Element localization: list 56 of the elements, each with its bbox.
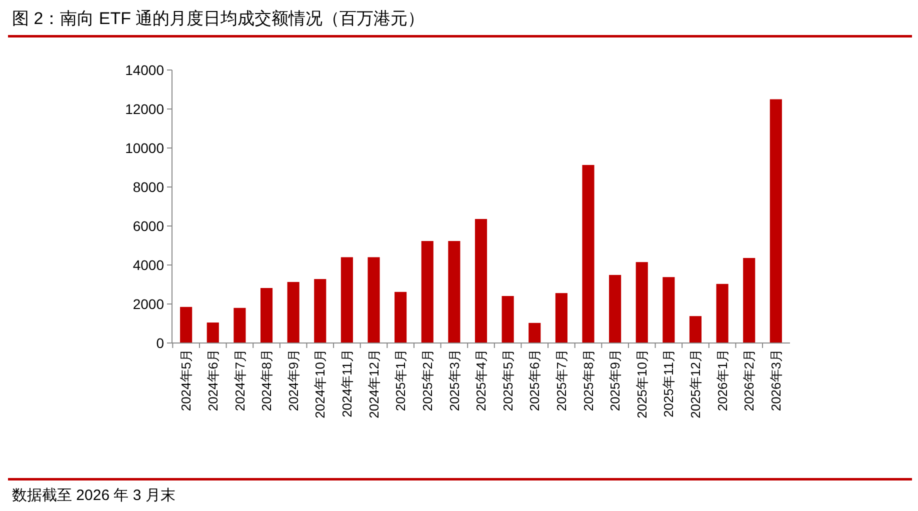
x-tick-label: 2025年9月 [608, 349, 623, 412]
bar [287, 282, 300, 343]
chart-title: 图 2：南向 ETF 通的月度日均成交额情况（百万港元） [12, 9, 425, 28]
x-tick-label: 2025年5月 [500, 349, 516, 412]
bar [582, 164, 594, 343]
bar [421, 241, 434, 343]
y-tick-label: 2000 [132, 296, 164, 312]
bar [502, 296, 514, 343]
bar [528, 322, 541, 343]
y-tick-label: 14000 [125, 62, 164, 78]
bar [394, 292, 407, 343]
bar [448, 241, 460, 343]
bar [180, 306, 192, 343]
y-tick-label: 0 [156, 334, 164, 351]
x-tick-label: 2026年1月 [714, 349, 730, 412]
x-tick-label: 2025年10月 [634, 349, 650, 418]
y-tick-label: 6000 [132, 218, 164, 234]
x-tick-label: 2025年7月 [554, 349, 569, 412]
y-tick-label: 10000 [125, 140, 164, 156]
text: 数据截至 2026 年 3 月末 [12, 487, 176, 504]
bar [474, 218, 488, 343]
x-tick-label: 2025年3月 [446, 349, 462, 412]
x-tick-label: 2025年6月 [527, 349, 542, 412]
bar [234, 308, 246, 343]
bar [260, 288, 273, 343]
x-tick-label: 2024年11月 [339, 349, 354, 418]
bar [743, 258, 756, 343]
y-tick-label: 12000 [125, 100, 164, 117]
x-tick-label: 2025年2月 [420, 349, 435, 412]
bar [689, 316, 702, 343]
x-tick-label: 2024年10月 [312, 349, 328, 418]
y-tick-label: 4000 [132, 256, 164, 273]
x-tick-label: 2024年6月 [205, 349, 220, 412]
bar [636, 262, 648, 343]
bar [314, 279, 326, 343]
bar [340, 257, 353, 343]
y-tick-label: 8000 [132, 178, 164, 195]
x-tick-label: 2025年12月 [688, 349, 704, 418]
x-tick-label: 2025年8月 [580, 349, 596, 412]
x-tick-label: 2026年3月 [768, 349, 784, 412]
x-tick-label: 2024年12月 [366, 349, 382, 418]
x-tick-label: 2026年2月 [742, 349, 757, 412]
bar [662, 277, 675, 343]
x-tick-label: 2025年11月 [661, 349, 676, 418]
x-tick-label: 2024年5月 [178, 349, 194, 412]
bar [770, 99, 782, 343]
bar [716, 284, 728, 343]
x-tick-label: 2024年8月 [259, 349, 274, 412]
x-tick-label: 2024年7月 [232, 349, 248, 412]
bar [555, 293, 568, 343]
bar [368, 257, 380, 343]
x-tick-label: 2024年9月 [286, 349, 301, 412]
x-tick-label: 2025年1月 [393, 349, 408, 412]
bar [609, 274, 622, 343]
x-tick-label: 2025年4月 [474, 349, 489, 412]
bar [206, 322, 219, 343]
